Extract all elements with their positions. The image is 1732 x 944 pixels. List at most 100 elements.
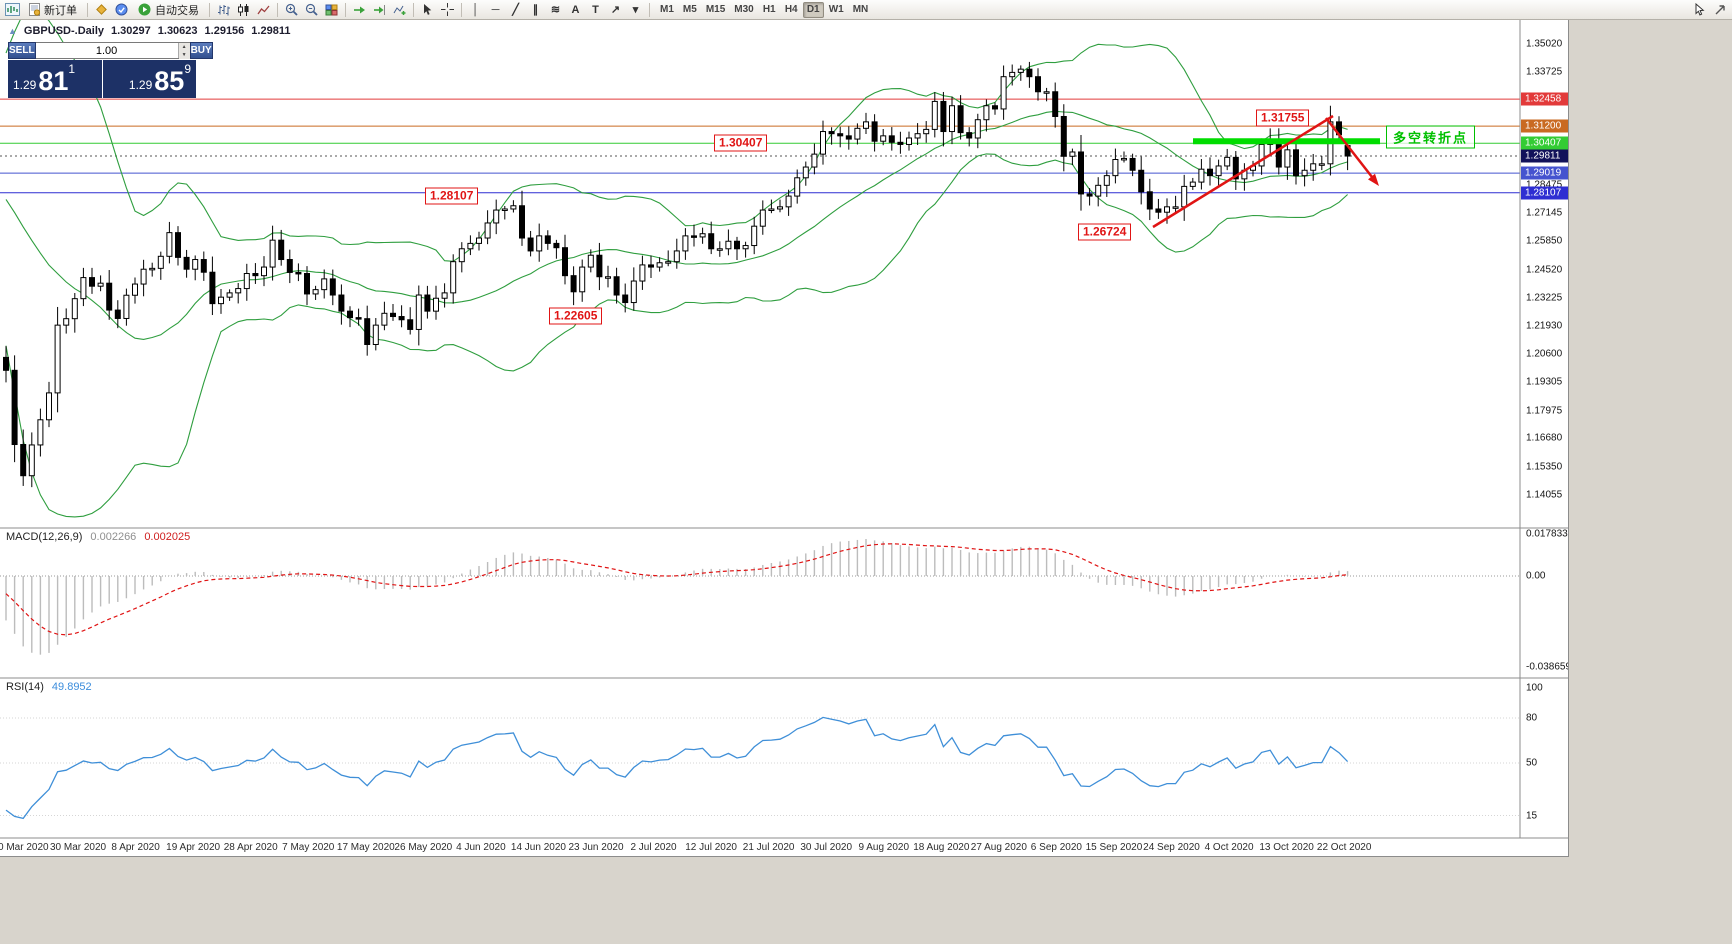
sell-price-big: 81 [38, 66, 69, 96]
symbol-label: GBPUSD-.Daily [23, 25, 104, 37]
buy-price-small: 1.29 [128, 78, 153, 92]
crosshair-icon[interactable] [438, 1, 457, 18]
price-tag[interactable]: 1.30407 [714, 134, 768, 152]
panel-collapse-icon[interactable]: ▲ [8, 26, 17, 36]
tile-windows-icon[interactable] [322, 1, 341, 18]
price-badge: 1.28107 [1521, 186, 1568, 200]
buy-price-display[interactable]: 1.29 85 9 [102, 60, 196, 98]
price-tag[interactable]: 1.28107 [425, 187, 479, 205]
chart-shift-icon[interactable] [370, 1, 389, 18]
timeframe-button-m5[interactable]: M5 [682, 4, 697, 15]
price-scale-label: 1.33725 [1526, 66, 1563, 78]
price-tag[interactable]: 1.31755 [1256, 109, 1310, 127]
date-label: 17 May 2020 [336, 842, 395, 853]
chart-canvas[interactable] [0, 20, 1568, 856]
date-label: 12 Jul 2020 [685, 842, 737, 853]
auto-scroll-icon[interactable] [350, 1, 369, 18]
macd-name: MACD(12,26,9) [6, 531, 83, 543]
auto-trading-button[interactable]: 自动交易 [132, 1, 205, 19]
buy-button[interactable]: BUY [189, 42, 213, 59]
buy-price-big: 85 [154, 66, 185, 96]
date-label: 28 Apr 2020 [223, 842, 278, 853]
timeframe-button-m1[interactable]: M1 [660, 4, 674, 15]
timeframe-button-m30[interactable]: M30 [734, 4, 754, 15]
price-tag[interactable]: 1.22605 [549, 307, 603, 325]
timeframe-button-d1[interactable]: D1 [802, 1, 824, 18]
sell-price-small: 1.29 [13, 78, 37, 92]
vertical-line-tool-icon[interactable]: │ [472, 3, 479, 16]
annotation-note[interactable]: 多空转折点 [1386, 125, 1476, 149]
date-label: 15 Sep 2020 [1085, 842, 1143, 853]
new-order-button[interactable]: 新订单 [23, 1, 83, 19]
date-label: 30 Mar 2020 [49, 842, 107, 853]
fibonacci-tool-icon[interactable]: ≋ [550, 4, 561, 16]
volume-up-icon[interactable]: ▲ [178, 43, 190, 51]
price-badge: 1.29811 [1521, 149, 1568, 163]
sell-price-sup: 1 [68, 62, 76, 76]
market-icon[interactable] [92, 1, 111, 18]
price-scale-label: 1.20600 [1526, 348, 1563, 360]
zoom-out-icon[interactable] [302, 1, 321, 18]
volume-down-icon[interactable]: ▼ [178, 51, 190, 59]
zoom-in-icon[interactable] [282, 1, 301, 18]
timeframe-button-mn[interactable]: MN [852, 4, 869, 15]
timeframe-button-h1[interactable]: H1 [762, 4, 776, 15]
rsi-scale-label: 50 [1526, 757, 1538, 769]
rsi-label: RSI(14) 49.8952 [6, 681, 92, 693]
macd-scale-label: -0.038659 [1526, 661, 1569, 673]
date-label: 18 Aug 2020 [913, 842, 970, 853]
one-click-trading-panel: SELL ▲ ▼ BUY 1.29 81 1 1.29 85 9 [8, 42, 213, 98]
rsi-scale-label: 80 [1526, 712, 1538, 724]
bar-chart-type-icon[interactable] [214, 1, 233, 18]
timeframe-button-m15[interactable]: M15 [705, 4, 726, 15]
macd-scale-label: 0.017833 [1526, 528, 1568, 540]
price-scale-label: 1.27145 [1526, 207, 1563, 219]
label-tool-icon[interactable]: T [592, 3, 599, 16]
text-tool-icon[interactable]: A [571, 3, 580, 16]
price-badge: 1.29019 [1521, 166, 1568, 180]
arrow-tool-icon[interactable]: ↗ [610, 4, 621, 16]
shapes-dropdown-icon[interactable]: ▾ [632, 4, 639, 16]
chart-info-line: ▲ GBPUSD-.Daily 1.30297 1.30623 1.29156 … [8, 25, 290, 37]
indicators-icon[interactable] [390, 1, 409, 18]
macd-label: MACD(12,26,9) 0.002266 0.002025 [6, 531, 190, 543]
price-badge: 1.32458 [1521, 92, 1568, 106]
main-toolbar: 新订单 自动交易 │ ─ ╱ ∥ ≋ A T ↗ ▾ M1 M5 M15 M30 H1 H… [0, 0, 1732, 20]
channel-tool-icon[interactable]: ∥ [532, 4, 539, 16]
date-label: 14 Jun 2020 [510, 842, 566, 853]
date-label: 2 Jul 2020 [630, 842, 677, 853]
sell-price-display[interactable]: 1.29 81 1 [8, 60, 102, 98]
price-scale-label: 1.19305 [1526, 376, 1563, 388]
date-label: 26 May 2020 [394, 842, 453, 853]
macd-value-main: 0.002266 [90, 531, 137, 543]
price-scale-label: 1.35020 [1526, 38, 1563, 50]
date-label: 6 Sep 2020 [1030, 842, 1082, 853]
low-value: 1.29156 [204, 25, 245, 37]
date-label: 21 Jul 2020 [742, 842, 795, 853]
price-scale-label: 1.23225 [1526, 292, 1563, 304]
volume-spinner: ▲ ▼ [177, 43, 190, 59]
rsi-scale-label: 100 [1526, 682, 1543, 694]
trendline-tool-icon[interactable]: ╱ [512, 4, 519, 16]
date-label: 8 Apr 2020 [111, 842, 160, 853]
signals-icon[interactable] [112, 1, 131, 18]
sell-button[interactable]: SELL [8, 42, 36, 59]
date-label: 24 Sep 2020 [1143, 842, 1200, 853]
macd-scale-label: 0.00 [1526, 570, 1546, 582]
toolbar-cursor-icon[interactable] [1690, 1, 1709, 18]
volume-box: ▲ ▼ [35, 42, 190, 59]
toolbar-more-icon[interactable] [1710, 1, 1729, 18]
volume-input[interactable] [35, 43, 178, 58]
line-chart-type-icon[interactable] [254, 1, 273, 18]
price-tag[interactable]: 1.26724 [1078, 223, 1132, 241]
cursor-icon[interactable] [418, 1, 437, 18]
workspace-empty-bottom [0, 857, 1569, 944]
candlestick-type-icon[interactable] [234, 1, 253, 18]
new-chart-icon[interactable] [3, 1, 22, 18]
timeframe-button-h4[interactable]: H4 [784, 4, 798, 15]
timeframe-button-w1[interactable]: W1 [828, 4, 844, 15]
horizontal-line-tool-icon[interactable]: ─ [491, 3, 500, 16]
macd-value-signal: 0.002025 [144, 531, 191, 543]
date-label: 9 Aug 2020 [858, 842, 910, 853]
rsi-value: 49.8952 [51, 681, 92, 693]
